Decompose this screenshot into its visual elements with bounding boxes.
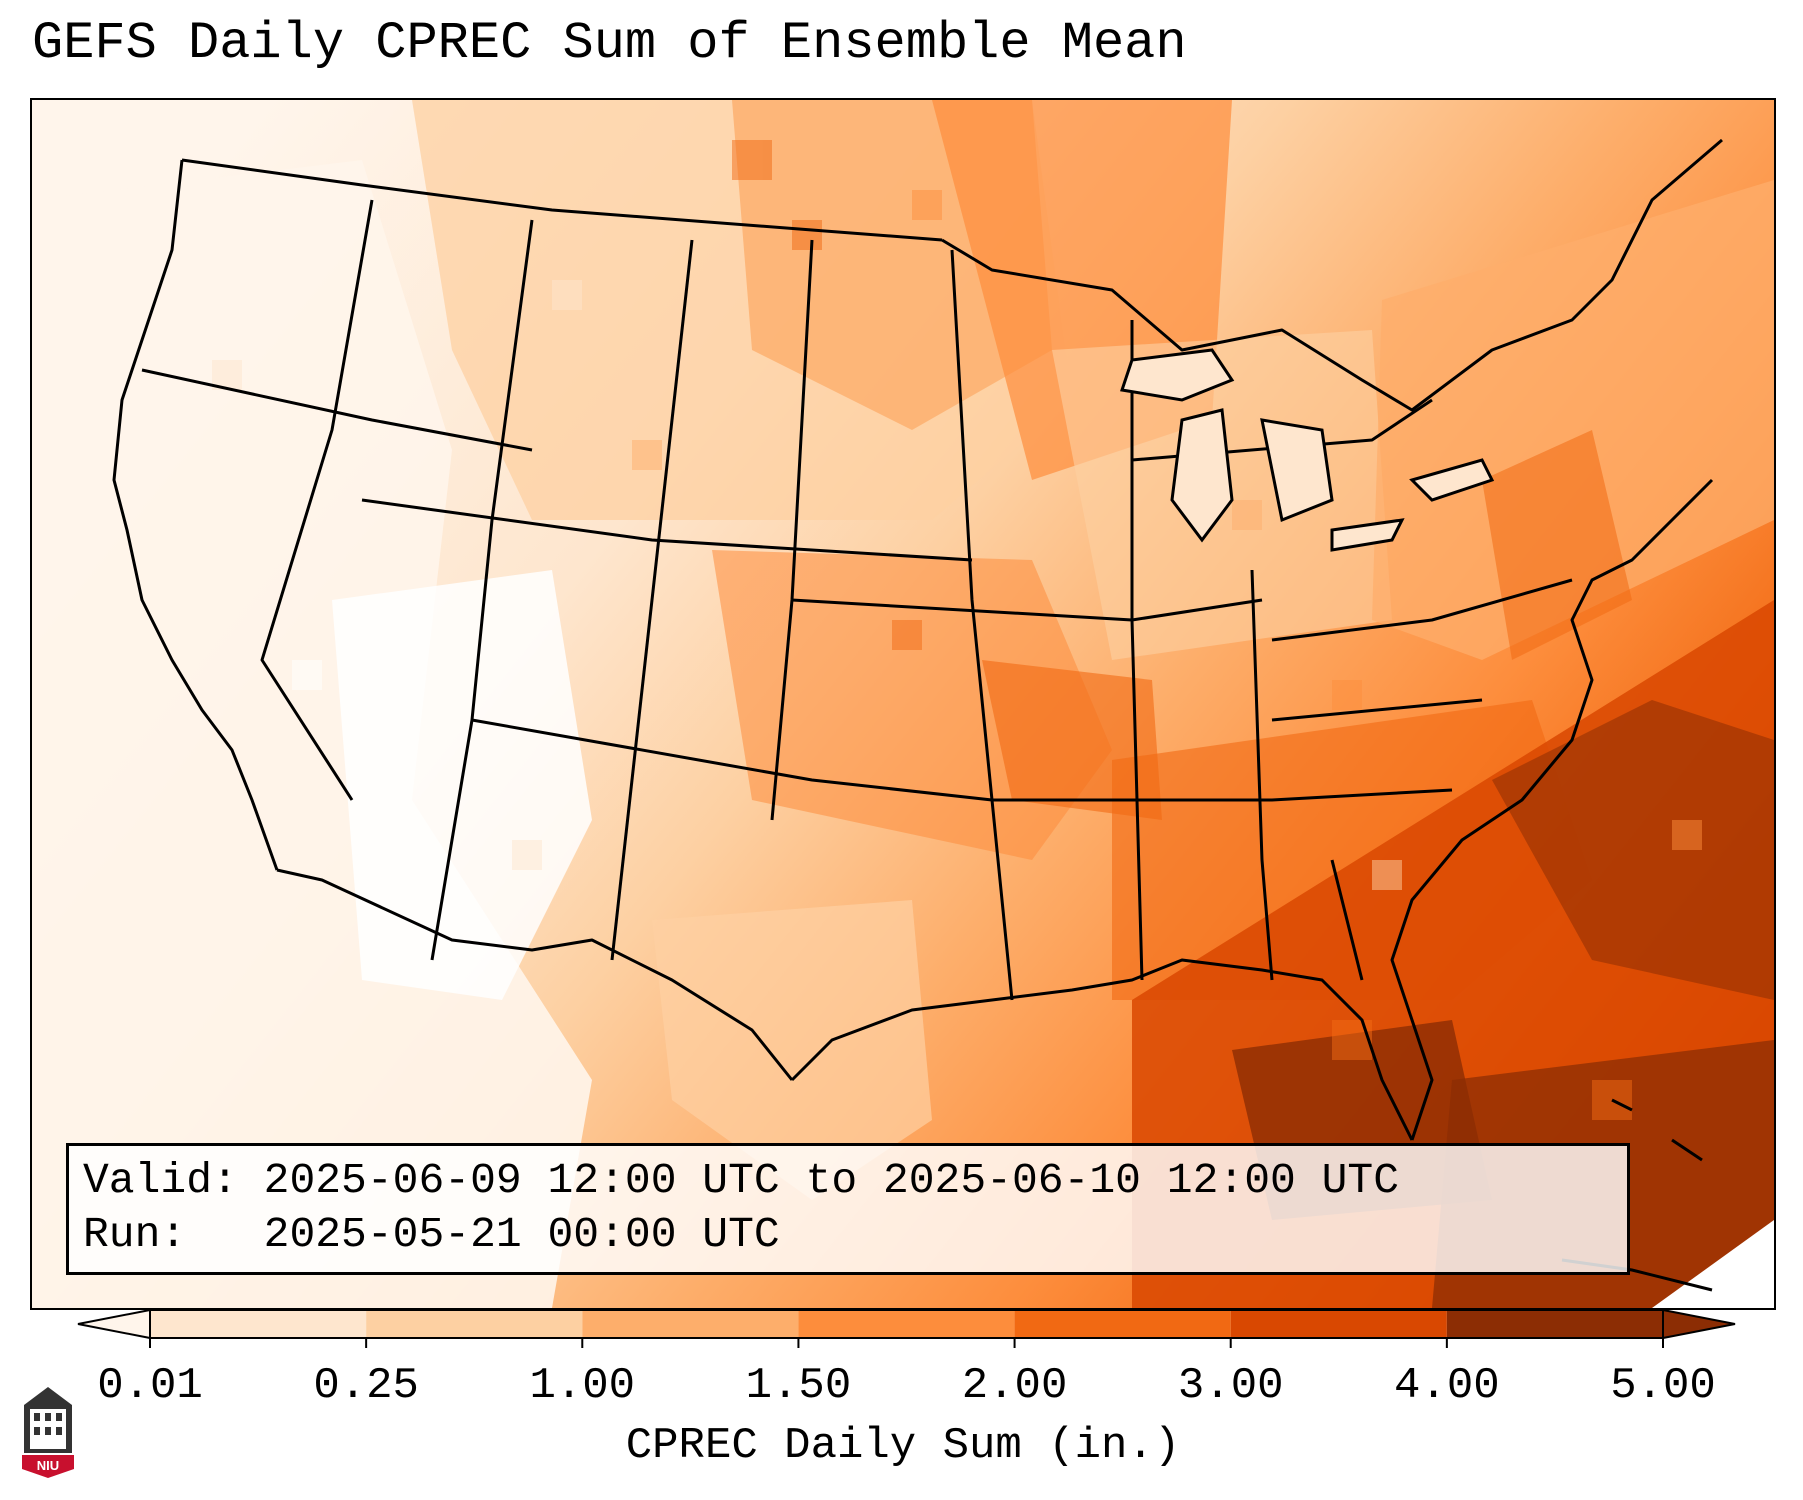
map-panel [30, 98, 1776, 1310]
valid-line: Valid: 2025-06-09 12:00 UTC to 2025-06-1… [83, 1154, 1627, 1208]
colorbar: 0.01 0.25 1.00 1.50 2.00 3.00 4.00 5.00 CPREC D… [77, 1308, 1736, 1471]
colorbar-label: CPREC Daily Sum (in.) [626, 1421, 1181, 1471]
state-boundaries [112, 138, 1723, 1141]
colorbar-extend-max [1662, 1308, 1736, 1340]
colorbar-segment [1446, 1310, 1663, 1338]
valid-run-info-box: Valid: 2025-06-09 12:00 UTC to 2025-06-1… [66, 1143, 1630, 1275]
colorbar-outline [149, 1309, 1664, 1339]
run-label: Run: [83, 1210, 187, 1259]
colorbar-extend-min [77, 1308, 151, 1340]
colorbar-segment [1230, 1310, 1447, 1338]
logo-text: NIU [37, 1458, 59, 1473]
colorbar-segment [150, 1310, 367, 1338]
colorbar-segment [582, 1310, 799, 1338]
valid-value: 2025-06-09 12:00 UTC to 2025-06-10 12:00… [263, 1156, 1400, 1205]
colorbar-segments [77, 1308, 1736, 1340]
colorbar-tick-label: 0.01 [97, 1361, 203, 1411]
precip-field [32, 100, 1774, 1308]
run-line: Run: 2025-05-21 00:00 UTC [83, 1208, 1627, 1262]
colorbar-segment [798, 1310, 1015, 1338]
colorbar-ticks: 0.01 0.25 1.00 1.50 2.00 3.00 4.00 5.00 [97, 1338, 1716, 1411]
valid-label: Valid: [83, 1156, 238, 1205]
niu-logo-icon: NIU [22, 1387, 74, 1478]
colorbar-tick-label: 1.50 [746, 1361, 852, 1411]
colorbar-segment [366, 1310, 583, 1338]
run-value: 2025-05-21 00:00 UTC [263, 1210, 780, 1259]
precip-map [32, 100, 1774, 1308]
colorbar-tick-label: 4.00 [1394, 1361, 1500, 1411]
colorbar-tick-label: 1.00 [529, 1361, 635, 1411]
colorbar-tick-label: 2.00 [962, 1361, 1068, 1411]
colorbar-tick-label: 3.00 [1178, 1361, 1284, 1411]
colorbar-tick-label: 0.25 [313, 1361, 419, 1411]
map-title: GEFS Daily CPREC Sum of Ensemble Mean [32, 14, 1187, 73]
colorbar-segment [1014, 1310, 1231, 1338]
great-lakes [1120, 348, 1495, 552]
colorbar-tick-label: 5.00 [1610, 1361, 1716, 1411]
